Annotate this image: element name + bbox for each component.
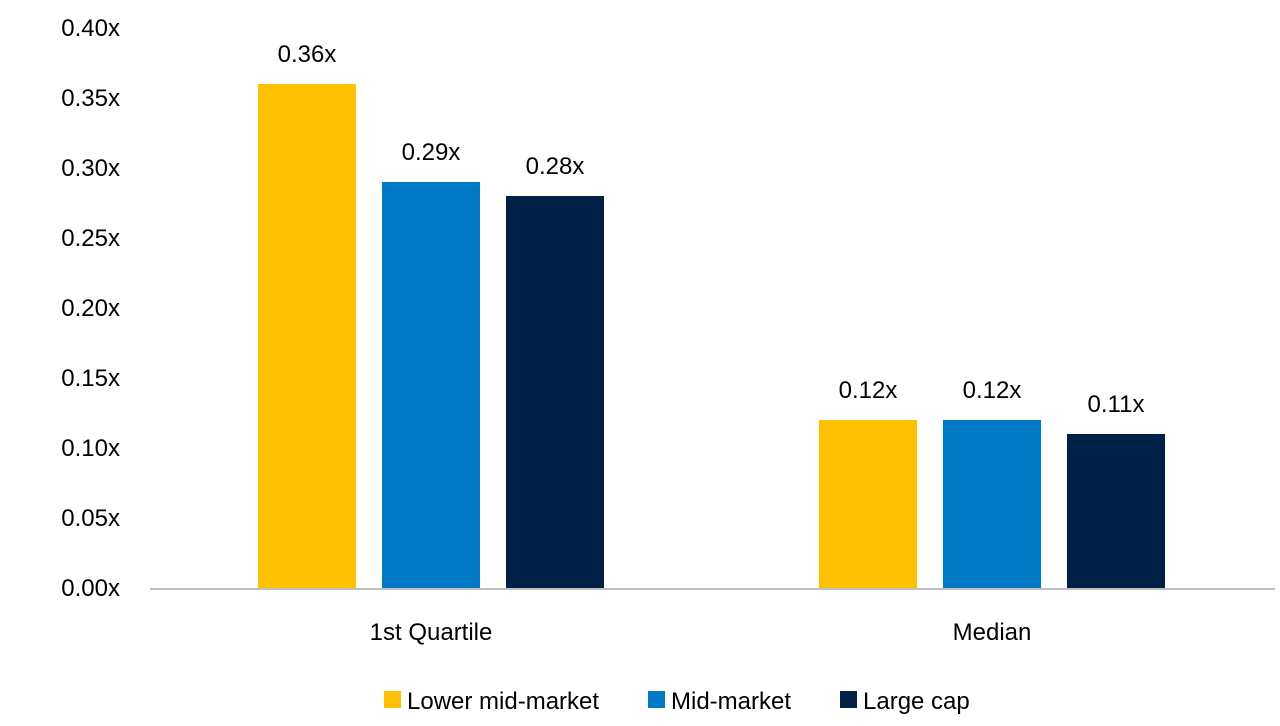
bar (258, 84, 356, 588)
bar (506, 196, 604, 588)
legend-item: Lower mid-market (384, 688, 599, 715)
data-label: 0.28x (526, 153, 585, 180)
y-tick-label: 0.20x (61, 295, 120, 322)
data-labels: 0.36x 0.29x 0.28x 0.12x 0.12x 0.11x (278, 41, 1145, 418)
legend-label: Lower mid-market (407, 688, 599, 715)
legend-swatch (384, 691, 401, 708)
data-label: 0.12x (963, 377, 1022, 404)
y-tick-label: 0.35x (61, 85, 120, 112)
bar (1067, 434, 1165, 588)
data-label: 0.36x (278, 41, 337, 68)
legend-item: Mid-market (648, 688, 791, 715)
bar (382, 182, 480, 588)
category-label: 1st Quartile (370, 619, 493, 646)
y-tick-label: 0.00x (61, 575, 120, 602)
y-tick-label: 0.05x (61, 505, 120, 532)
bar (819, 420, 917, 588)
legend-swatch (840, 691, 857, 708)
category-label: Median (953, 619, 1032, 646)
y-tick-label: 0.15x (61, 365, 120, 392)
y-tick-label: 0.25x (61, 225, 120, 252)
data-label: 0.29x (402, 139, 461, 166)
data-label: 0.12x (839, 377, 898, 404)
bar (943, 420, 1041, 588)
y-tick-label: 0.10x (61, 435, 120, 462)
legend-label: Large cap (863, 688, 970, 715)
y-tick-label: 0.40x (61, 15, 120, 42)
bars (258, 84, 1165, 588)
legend-item: Large cap (840, 688, 970, 715)
y-axis: 0.00x 0.05x 0.10x 0.15x 0.20x 0.25x 0.30x 0.35x… (61, 15, 120, 602)
y-tick-label: 0.30x (61, 155, 120, 182)
legend: Lower mid-market Mid-market Large cap (384, 688, 970, 715)
legend-swatch (648, 691, 665, 708)
data-label: 0.11x (1088, 391, 1145, 418)
legend-label: Mid-market (671, 688, 791, 715)
x-axis: 1st Quartile Median (370, 619, 1032, 646)
